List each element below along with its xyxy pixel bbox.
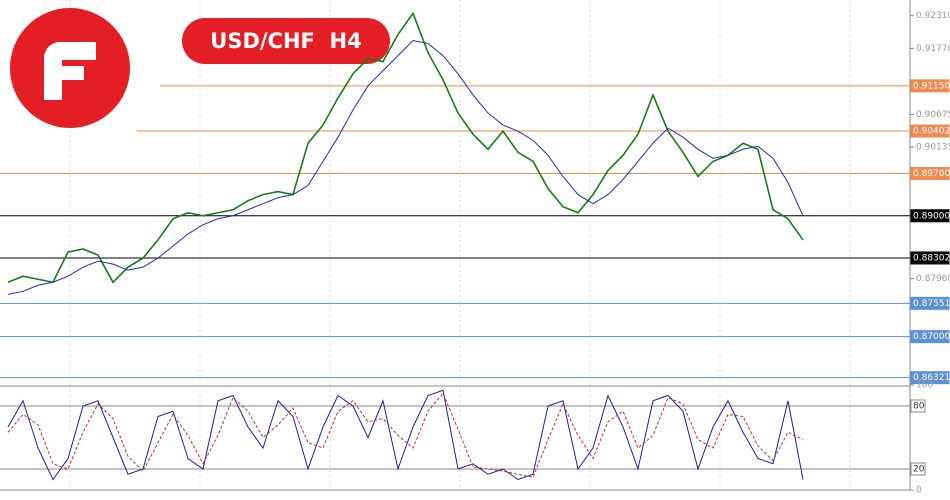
y-tick-label: 0.92310 <box>916 11 950 21</box>
y-tick-label: 0.87960 <box>916 274 950 284</box>
level-label: 80 <box>913 402 925 412</box>
logo <box>10 8 130 128</box>
level-label-box <box>910 209 950 223</box>
series-line <box>7 389 804 481</box>
level-label-box <box>910 330 950 344</box>
level-label: 0.88302 <box>913 253 950 263</box>
y-tick-label: 0.90675 <box>916 110 950 120</box>
level-label: 0.86321 <box>913 373 950 383</box>
chart-title: USD/CHF H4 <box>210 29 361 53</box>
level-label-box <box>910 296 950 310</box>
y-tick-label: 0 <box>916 486 922 496</box>
y-tick-label: 100 <box>916 381 933 391</box>
level-label-box <box>910 462 926 476</box>
level-label-box <box>910 124 950 138</box>
level-label: 20 <box>913 465 925 475</box>
level-label-box <box>910 166 950 180</box>
title-badge <box>182 18 390 64</box>
level-label: 0.89700 <box>913 169 950 179</box>
vertical-grid <box>69 0 851 490</box>
level-label-box <box>910 399 926 413</box>
level-label: 0.89000 <box>913 211 950 221</box>
series-line <box>7 39 804 295</box>
y-tick-label: 0.90135 <box>916 143 950 153</box>
level-label-box <box>910 79 950 93</box>
level-label-box <box>910 251 950 265</box>
series-line <box>7 392 804 478</box>
y-tick-label: 0.91770 <box>916 44 950 54</box>
level-label: 0.87551 <box>913 299 950 309</box>
level-label: 0.87000 <box>913 332 950 342</box>
level-label: 0.91150 <box>913 81 950 91</box>
level-label: 0.90402 <box>913 127 950 137</box>
series-line <box>7 11 804 284</box>
level-label-box <box>910 371 950 385</box>
